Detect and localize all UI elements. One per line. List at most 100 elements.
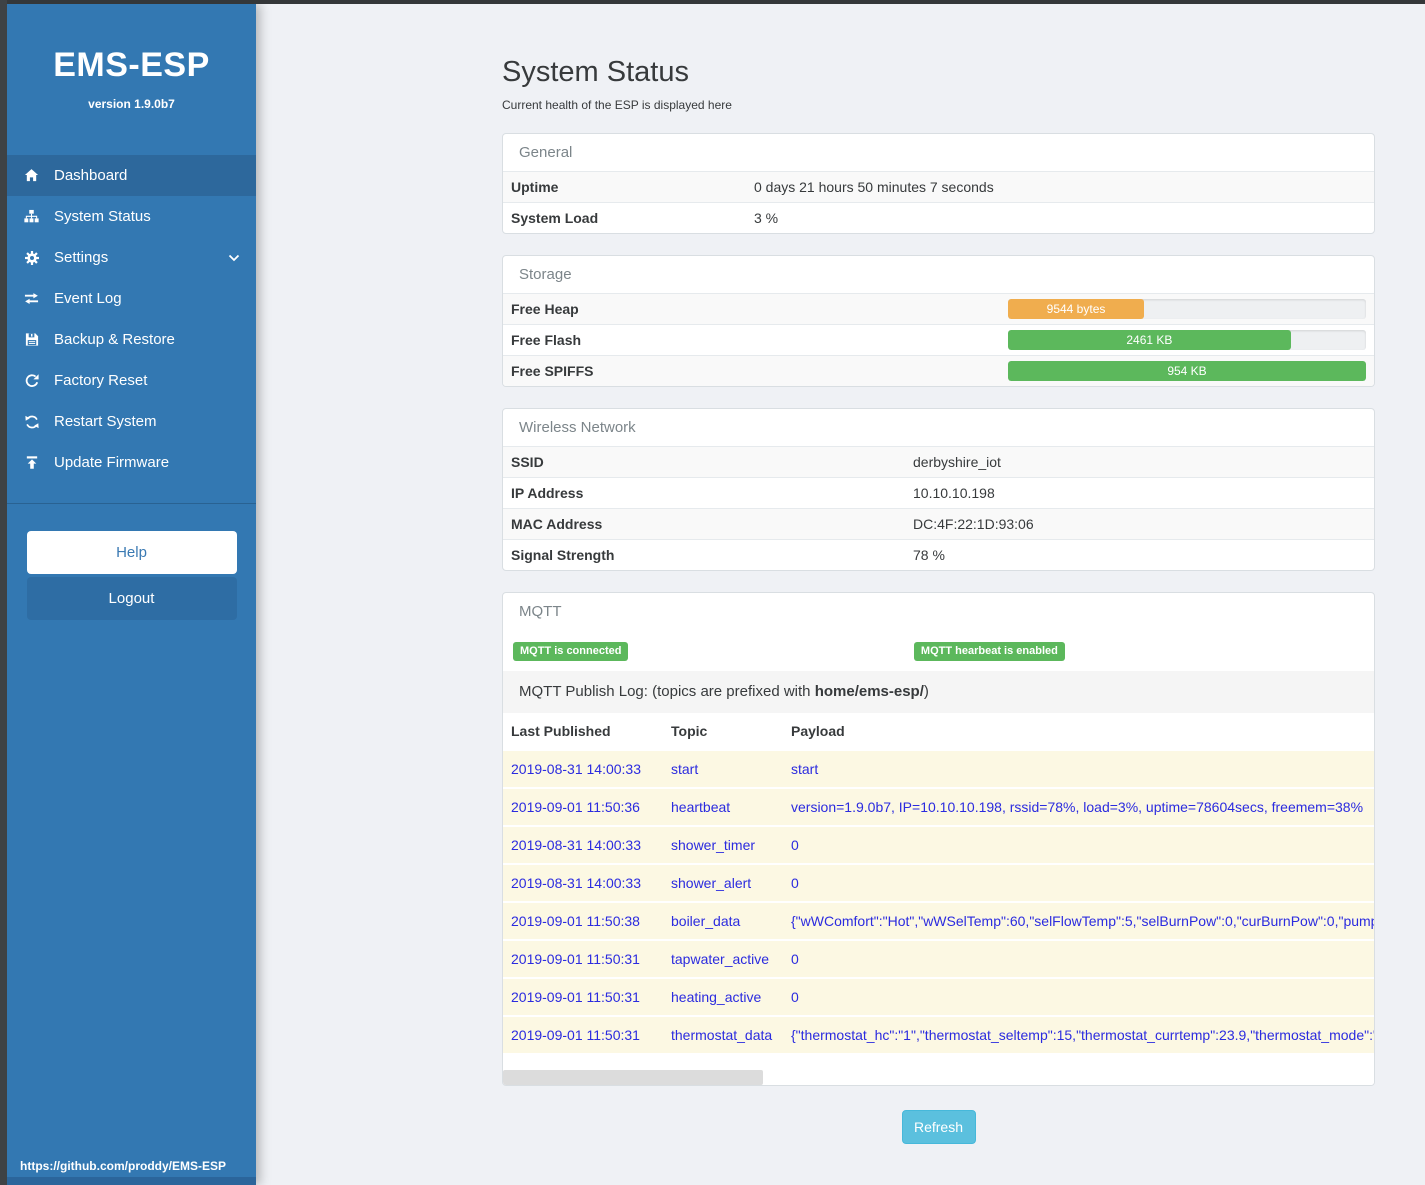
table-row: 2019-08-31 14:00:33 shower_alert 0 (503, 863, 1374, 902)
free-heap-progress: 9544 bytes (1008, 299, 1366, 319)
row-label: Free Heap (503, 293, 1000, 325)
row-label: System Load (503, 202, 746, 233)
payload-cell: 0 (783, 939, 1374, 978)
topic-cell: start (663, 749, 783, 788)
sidebar-item-restart-system[interactable]: Restart System (7, 401, 256, 442)
table-row: Uptime 0 days 21 hours 50 minutes 7 seco… (503, 171, 1374, 203)
sidebar-item-settings[interactable]: Settings (7, 237, 256, 278)
table-row: MAC Address DC:4F:22:1D:93:06 (503, 508, 1374, 540)
refresh-icon (22, 414, 41, 430)
status-badge-mqtt-heartbeat: MQTT hearbeat is enabled (913, 642, 1065, 661)
topic-cell: heating_active (663, 977, 783, 1016)
storage-panel: Storage Free Heap 9544 bytes Free Flash … (502, 255, 1375, 387)
col-header-topic: Topic (663, 713, 783, 751)
table-row: Free SPIFFS 954 KB (503, 355, 1374, 386)
row-value: derbyshire_iot (905, 446, 1374, 478)
rotate-icon (22, 373, 41, 389)
published-cell: 2019-08-31 14:00:33 (503, 749, 663, 788)
row-label: Free Flash (503, 324, 1000, 356)
general-panel: General Uptime 0 days 21 hours 50 minute… (502, 133, 1375, 234)
table-row: 2019-08-31 14:00:33 start start (503, 749, 1374, 788)
sidebar-item-system-status[interactable]: System Status (7, 196, 256, 237)
sidebar-item-label: Dashboard (54, 167, 128, 184)
sidebar-item-label: Update Firmware (54, 454, 170, 471)
chevron-down-icon (228, 254, 240, 262)
payload-cell: {"thermostat_hc":"1","thermostat_seltemp… (783, 1015, 1374, 1053)
mqtt-panel: MQTT MQTT is connected MQTT hearbeat is … (502, 592, 1375, 1086)
general-table: Uptime 0 days 21 hours 50 minutes 7 seco… (503, 171, 1374, 233)
window-top-edge (0, 0, 1425, 4)
scrollbar-thumb[interactable] (503, 1070, 763, 1085)
row-label: Free SPIFFS (503, 355, 1000, 386)
row-value: DC:4F:22:1D:93:06 (905, 508, 1374, 540)
status-badge-mqtt-connected: MQTT is connected (513, 642, 629, 661)
free-flash-progress: 2461 KB (1008, 330, 1366, 350)
sidebar-item-label: Restart System (54, 413, 157, 430)
sidebar-menu: Dashboard System Status (7, 155, 256, 483)
sidebar: EMS-ESP version 1.9.0b7 Dashboard System… (7, 4, 256, 1185)
home-icon (22, 168, 41, 184)
github-link[interactable]: https://github.com/proddy/EMS-ESP (20, 1159, 226, 1173)
sidebar-item-update-firmware[interactable]: Update Firmware (7, 442, 256, 483)
topic-cell: tapwater_active (663, 939, 783, 978)
sidebar-item-label: Factory Reset (54, 372, 148, 389)
row-label: IP Address (503, 477, 905, 509)
panel-title-wireless: Wireless Network (519, 419, 636, 436)
mqtt-publish-table: Last Published Topic Payload 2019-08-31 … (503, 713, 1374, 1053)
row-value: 0 days 21 hours 50 minutes 7 seconds (746, 171, 1374, 203)
sidebar-footer-band (7, 1177, 256, 1185)
col-header-last-published: Last Published (503, 713, 663, 751)
logout-button[interactable]: Logout (26, 577, 237, 620)
page-subtitle: Current health of the ESP is displayed h… (502, 98, 732, 112)
sidebar-item-backup-restore[interactable]: Backup & Restore (7, 319, 256, 360)
payload-cell: 0 (783, 977, 1374, 1016)
table-row: 2019-09-01 11:50:38 boiler_data {"wWComf… (503, 901, 1374, 940)
wireless-panel: Wireless Network SSID derbyshire_iot IP … (502, 408, 1375, 571)
published-cell: 2019-08-31 14:00:33 (503, 825, 663, 864)
published-cell: 2019-08-31 14:00:33 (503, 863, 663, 902)
sidebar-item-factory-reset[interactable]: Factory Reset (7, 360, 256, 401)
table-row: IP Address 10.10.10.198 (503, 477, 1374, 509)
panel-title-mqtt: MQTT (519, 603, 562, 620)
row-label: Signal Strength (503, 539, 905, 570)
topic-cell: thermostat_data (663, 1015, 783, 1053)
payload-cell: 0 (783, 863, 1374, 902)
panel-title-storage: Storage (519, 266, 572, 283)
caption-prefix: MQTT Publish Log: (topics are prefixed w… (519, 683, 815, 700)
page-title: System Status (502, 56, 689, 88)
payload-cell: 0 (783, 825, 1374, 864)
row-value: 10.10.10.198 (905, 477, 1374, 509)
sidebar-item-dashboard[interactable]: Dashboard (7, 155, 256, 196)
payload-cell: version=1.9.0b7, IP=10.10.10.198, rssid=… (783, 787, 1374, 826)
app-version: version 1.9.0b7 (88, 97, 175, 111)
app-title: EMS-ESP (53, 46, 210, 84)
published-cell: 2019-09-01 11:50:31 (503, 939, 663, 978)
free-flash-progress-fill: 2461 KB (1008, 330, 1291, 350)
wireless-table: SSID derbyshire_iot IP Address 10.10.10.… (503, 446, 1374, 570)
table-row: 2019-09-01 11:50:31 tapwater_active 0 (503, 939, 1374, 978)
table-row: 2019-09-01 11:50:31 thermostat_data {"th… (503, 1015, 1374, 1053)
published-cell: 2019-09-01 11:50:36 (503, 787, 663, 826)
caption-suffix: ) (923, 683, 929, 700)
free-heap-progress-fill: 9544 bytes (1008, 299, 1145, 319)
sidebar-item-label: System Status (54, 208, 151, 225)
free-spiffs-progress: 954 KB (1008, 361, 1366, 381)
help-button[interactable]: Help (26, 531, 237, 574)
sidebar-item-label: Event Log (54, 290, 122, 307)
sidebar-item-label: Settings (54, 249, 109, 266)
col-header-payload: Payload (783, 713, 1374, 751)
table-row: 2019-09-01 11:50:31 heating_active 0 (503, 977, 1374, 1016)
table-gap (503, 1053, 1374, 1070)
sitemap-icon (22, 209, 41, 225)
sidebar-item-event-log[interactable]: Event Log (7, 278, 256, 319)
row-label: SSID (503, 446, 905, 478)
table-row: 2019-08-31 14:00:33 shower_timer 0 (503, 825, 1374, 864)
topic-cell: shower_timer (663, 825, 783, 864)
window-left-edge (0, 0, 7, 1185)
mqtt-log-caption: MQTT Publish Log: (topics are prefixed w… (503, 671, 1374, 713)
topic-cell: shower_alert (663, 863, 783, 902)
free-spiffs-progress-fill: 954 KB (1008, 361, 1366, 381)
refresh-button[interactable]: Refresh (901, 1110, 976, 1144)
row-label: MAC Address (503, 508, 905, 540)
horizontal-scrollbar[interactable] (503, 1070, 1374, 1085)
